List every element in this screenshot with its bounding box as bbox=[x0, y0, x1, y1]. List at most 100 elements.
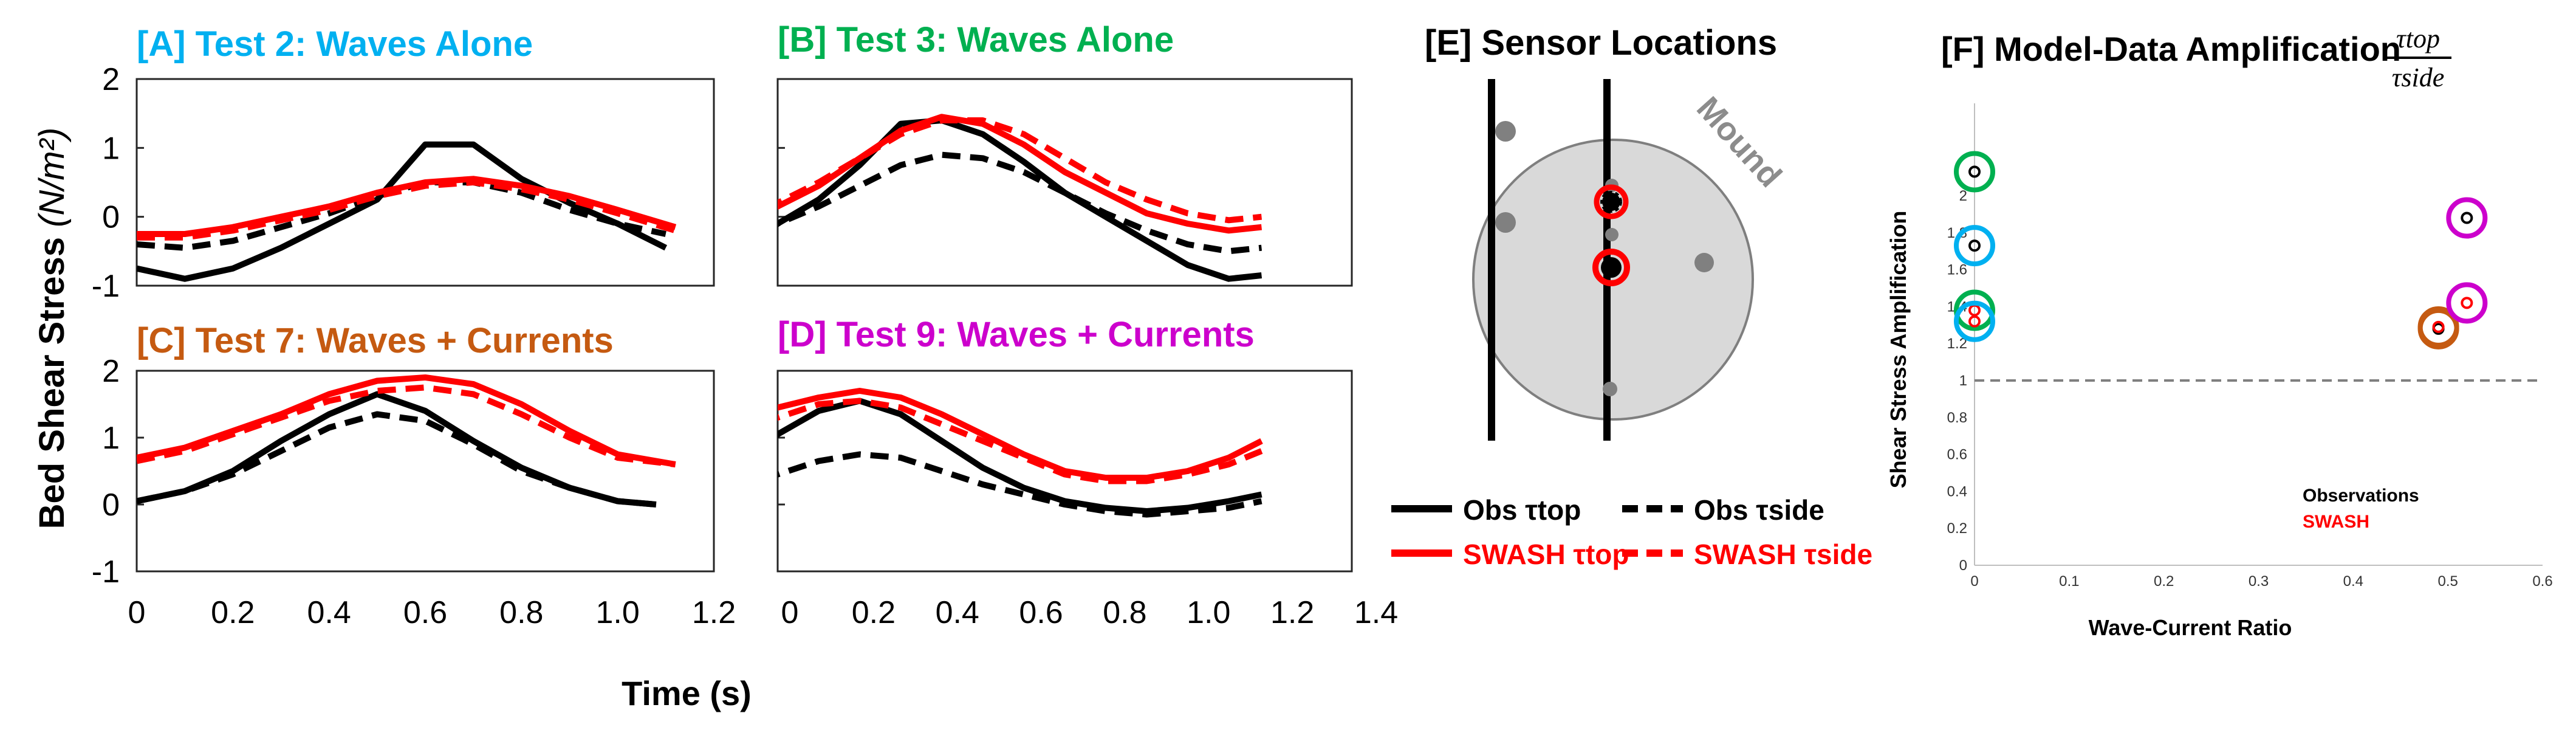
panel-f-x-label: Wave-Current Ratio bbox=[2089, 615, 2292, 640]
sensor-dot bbox=[1605, 228, 1619, 241]
f-point-ring bbox=[1954, 225, 1995, 267]
panel-c-title: [C] Test 7: Waves + Currents bbox=[137, 321, 614, 360]
series-line-obs-dash bbox=[778, 451, 1262, 518]
x-axis-label: Time (s) bbox=[622, 674, 752, 712]
series-line-obs-dash bbox=[137, 411, 657, 508]
panel-f-plot: 0 0.1 0.2 0.3 0.4 0.5 0.600.20.40.60.811.21.41… bbox=[1947, 103, 2553, 590]
y-tick-label: 0 bbox=[102, 487, 120, 523]
panel-f-title: [F] Model-Data Amplification bbox=[1941, 30, 2401, 68]
f-point-marker-swash bbox=[1968, 315, 1981, 328]
f-point-marker-obs bbox=[2461, 212, 2473, 224]
f-y-tick-label: 0 bbox=[1959, 557, 1967, 574]
x-tick-label: 0.2 bbox=[852, 595, 896, 630]
x-tick-label: 0.4 bbox=[936, 595, 979, 630]
f-x-tick-label: 0.3 bbox=[2249, 573, 2269, 590]
panel-a-title: [A] Test 2: Waves Alone bbox=[137, 24, 533, 64]
panel-d-title: [D] Test 9: Waves + Currents bbox=[778, 315, 1255, 354]
sensor-top-marker bbox=[1594, 184, 1629, 219]
sensor-dot bbox=[1694, 253, 1714, 272]
x-tick-label: 1.2 bbox=[1270, 595, 1314, 630]
legend-obs-side-label: Obs τside bbox=[1694, 494, 1824, 526]
f-y-tick-label: 2 bbox=[1959, 188, 1967, 204]
panel-f-y-label: Shear Stress Amplification bbox=[1886, 211, 1911, 489]
sensor-dot bbox=[1495, 212, 1516, 233]
panel-a-chart: -1 0 1 2 bbox=[92, 62, 715, 304]
f-point-ring bbox=[2446, 282, 2488, 324]
f-y-tick-label: 0.6 bbox=[1947, 447, 1967, 463]
x-tick-label: 1.4 bbox=[1354, 595, 1398, 630]
x-ticks-right: 0 0.2 0.4 0.6 0.8 1.0 1.2 1.4 bbox=[781, 595, 1399, 630]
panel-b-title: [B] Test 3: Waves Alone bbox=[778, 20, 1174, 60]
panel-b-chart bbox=[776, 78, 1353, 287]
x-tick-label: 0.2 bbox=[211, 595, 255, 630]
legend-swash-side-label: SWASH τside bbox=[1694, 539, 1872, 570]
y-tick-label: 2 bbox=[102, 354, 120, 389]
f-point-ring bbox=[2446, 197, 2488, 239]
f-x-tick-label: 0.5 bbox=[2437, 573, 2458, 590]
sensor-side-marker bbox=[1592, 249, 1630, 286]
plot-frame bbox=[135, 370, 715, 573]
f-x-tick-label: 0.6 bbox=[2532, 573, 2552, 590]
panel-f-chart: [F] Model-Data Amplification τtop τside … bbox=[1886, 24, 2553, 640]
x-tick-label: 1.2 bbox=[692, 595, 736, 630]
sensor-side-core bbox=[1601, 257, 1622, 278]
f-point-marker-swash bbox=[2461, 297, 2473, 309]
y-axis-label: Bed Shear Stress (N/m²) bbox=[32, 128, 72, 529]
plot-frame bbox=[776, 78, 1353, 287]
panel-f-ratio-numerator: τtop bbox=[2396, 24, 2440, 53]
x-tick-label: 1.0 bbox=[1187, 595, 1230, 630]
x-tick-label: 0.8 bbox=[1103, 595, 1146, 630]
y-tick-label: -1 bbox=[92, 554, 120, 590]
y-tick-label: 1 bbox=[102, 131, 120, 166]
line-legend: Obs τtop Obs τside SWASH τtop SWASH τsid… bbox=[1391, 494, 1872, 570]
series-line-swash-solid bbox=[137, 374, 676, 467]
x-tick-label: 0.6 bbox=[403, 595, 447, 630]
sensor-top-core bbox=[1600, 191, 1622, 213]
panel-c-chart: -1 0 1 2 bbox=[92, 354, 715, 590]
x-tick-label: 0 bbox=[781, 595, 799, 630]
x-tick-label: 0.8 bbox=[499, 595, 543, 630]
x-tick-label: 1.0 bbox=[596, 595, 640, 630]
f-y-tick-label: 0.4 bbox=[1947, 483, 1967, 500]
y-tick-label: -1 bbox=[92, 269, 120, 304]
f-y-tick-label: 1.6 bbox=[1947, 262, 1967, 278]
f-point-marker-obs bbox=[1968, 165, 1981, 178]
series-line-swash-dash bbox=[778, 398, 1263, 484]
panel-d-chart bbox=[776, 370, 1353, 573]
series-line-obs-dash bbox=[137, 179, 666, 251]
series-line-obs-solid bbox=[137, 141, 668, 282]
f-point-marker-obs bbox=[1968, 239, 1981, 252]
f-point-ring bbox=[1954, 300, 1995, 342]
series-line-swash-solid bbox=[137, 176, 677, 237]
x-tick-label: 0 bbox=[128, 595, 146, 630]
series-line-obs-solid bbox=[778, 117, 1262, 282]
legend-obs-top-label: Obs τtop bbox=[1463, 494, 1581, 526]
f-x-tick-label: 0.1 bbox=[2059, 573, 2079, 590]
x-tick-label: 0.6 bbox=[1019, 595, 1063, 630]
y-tick-label: 0 bbox=[102, 200, 120, 235]
panel-e-sensor-map: [E] Sensor Locations Mound bbox=[1425, 23, 1789, 441]
panel-f-legend-swash: SWASH bbox=[2303, 512, 2369, 532]
mound-circle bbox=[1472, 139, 1754, 421]
series-line-swash-solid bbox=[778, 388, 1263, 481]
x-ticks-left: 0 0.2 0.4 0.6 0.8 1.0 1.2 bbox=[128, 595, 736, 630]
panel-f-legend-obs: Observations bbox=[2303, 486, 2419, 506]
f-point-ring bbox=[1954, 289, 1995, 331]
series-line-obs-dash bbox=[778, 151, 1262, 255]
y-axis-units: (N/m²) bbox=[32, 128, 72, 227]
f-x-tick-label: 0 bbox=[1970, 573, 1978, 590]
f-x-tick-label: 0.2 bbox=[2154, 573, 2174, 590]
f-point-ring bbox=[2417, 306, 2459, 348]
sensor-dot bbox=[1603, 382, 1617, 396]
f-y-tick-label: 0.2 bbox=[1947, 520, 1967, 537]
series-line-swash-dash bbox=[137, 179, 677, 241]
legend-swash-top-label: SWASH τtop bbox=[1463, 539, 1629, 570]
sensor-dot bbox=[1495, 121, 1516, 142]
f-point-marker-swash bbox=[2432, 320, 2445, 333]
panel-f-ratio-denominator: τside bbox=[2392, 63, 2445, 92]
series-line-swash-dash bbox=[137, 384, 676, 467]
y-axis-label-text: Bed Shear Stress bbox=[32, 237, 72, 529]
series-line-obs-solid bbox=[778, 398, 1262, 514]
series-line-swash-dash bbox=[778, 117, 1262, 224]
